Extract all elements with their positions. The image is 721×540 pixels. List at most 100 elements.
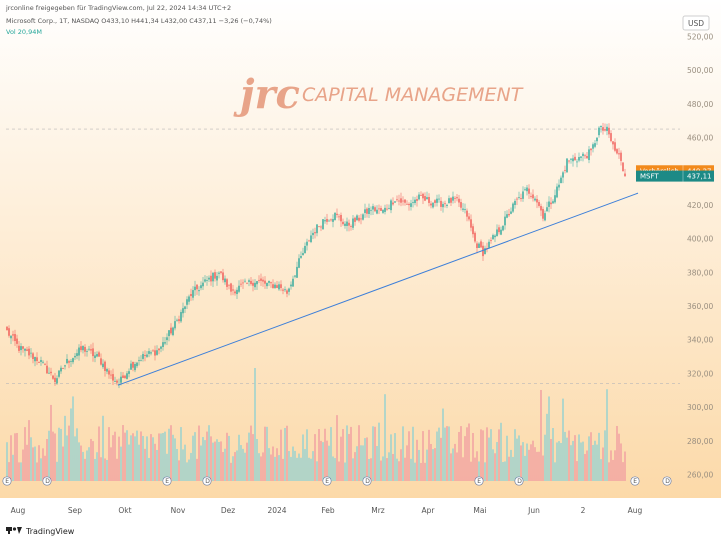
- candle-body: [376, 209, 378, 214]
- candle-body: [564, 170, 566, 171]
- candle-body: [122, 375, 124, 378]
- volume-bar: [624, 451, 626, 481]
- volume-bar: [226, 432, 228, 481]
- candle-body: [532, 194, 534, 199]
- volume-bar: [562, 398, 564, 481]
- candle-body: [94, 355, 96, 358]
- y-tick-label: 520,00: [687, 32, 713, 41]
- volume-bar: [260, 456, 262, 481]
- candle-body: [224, 278, 226, 283]
- chart-background: [0, 0, 721, 500]
- event-marker[interactable]: E: [630, 476, 640, 486]
- volume-bar: [230, 462, 232, 481]
- candle-body: [56, 378, 58, 384]
- candle-body: [202, 282, 204, 287]
- event-marker[interactable]: E: [474, 476, 484, 486]
- event-marker[interactable]: D: [362, 476, 372, 486]
- candle-body: [570, 158, 572, 160]
- volume-bar: [20, 462, 22, 481]
- candle-body: [328, 220, 330, 222]
- candle-body: [476, 243, 478, 249]
- candle-body: [162, 342, 164, 348]
- volume-bar: [410, 458, 412, 481]
- volume-bar: [148, 457, 150, 481]
- candle-body: [286, 290, 288, 294]
- volume-bar: [290, 456, 292, 481]
- candle-body: [62, 368, 64, 369]
- volume-bar: [332, 456, 334, 481]
- volume-bar: [98, 426, 100, 481]
- symbol-ohlc[interactable]: Microsoft Corp., 1T, NASDAQ O433,10 H441…: [6, 17, 272, 25]
- volume-bar: [442, 408, 444, 481]
- candle-body: [612, 141, 614, 145]
- candle-body: [574, 156, 576, 161]
- candle-body: [176, 319, 178, 321]
- volume-bar: [68, 425, 70, 481]
- volume-bar: [340, 436, 342, 481]
- volume-bar: [102, 415, 104, 481]
- volume-bar: [380, 460, 382, 481]
- candle-body: [578, 157, 580, 161]
- volume-bar: [576, 461, 578, 481]
- candle-body: [36, 357, 38, 362]
- time-axis[interactable]: Aug Sep Okt Nov Dez 2024 Feb Mrz Apr Mai Jun 2 Aug: [11, 506, 643, 515]
- event-marker[interactable]: D: [514, 476, 524, 486]
- volume-bar: [198, 425, 200, 481]
- candle-body: [172, 327, 174, 336]
- candle-body: [310, 235, 312, 243]
- volume-bar: [484, 462, 486, 481]
- price-tags: Vorbörslich440,27MSFT437,11: [636, 165, 714, 182]
- candle-body: [614, 142, 616, 151]
- event-marker[interactable]: E: [162, 476, 172, 486]
- event-marker[interactable]: E: [2, 476, 12, 486]
- candle-body: [214, 272, 216, 279]
- event-marker[interactable]: D: [202, 476, 212, 486]
- candle-body: [234, 291, 236, 294]
- volume-bar: [36, 462, 38, 481]
- candle-body: [548, 201, 550, 207]
- volume-bar: [488, 437, 490, 481]
- volume-bar: [376, 446, 378, 481]
- volume-bar: [268, 448, 270, 481]
- logo-mark: jrc: [233, 71, 300, 118]
- volume-bar: [186, 462, 188, 481]
- currency-button[interactable]: USD: [682, 15, 710, 31]
- candle-body: [174, 321, 176, 329]
- trendline[interactable]: [117, 192, 639, 386]
- candle-body: [484, 248, 486, 255]
- candle-body: [294, 275, 296, 277]
- x-tick-label: Feb: [321, 506, 335, 515]
- volume-bar: [590, 432, 592, 481]
- volume-bar: [316, 461, 318, 481]
- volume-bar: [250, 425, 252, 481]
- event-marker[interactable]: D: [662, 476, 672, 486]
- candle-body: [462, 208, 464, 210]
- volume-bar: [128, 444, 130, 481]
- x-tick-label: Nov: [171, 506, 186, 515]
- candle-body: [390, 200, 392, 211]
- volume-bar: [50, 404, 52, 481]
- event-marker[interactable]: E: [322, 476, 332, 486]
- candle-body: [528, 188, 530, 194]
- volume-bar: [416, 439, 418, 481]
- volume-bar: [538, 451, 540, 481]
- volume-bar: [462, 457, 464, 481]
- dashed-levels: [6, 128, 680, 384]
- volume-bar: [274, 456, 276, 481]
- volume-bar: [282, 458, 284, 481]
- candle-body: [558, 184, 560, 188]
- candle-body: [372, 206, 374, 210]
- candle-body: [588, 149, 590, 161]
- volume-bar: [544, 434, 546, 481]
- volume-bar: [448, 426, 450, 481]
- volume-bar: [480, 429, 482, 481]
- volume-bar: [204, 440, 206, 481]
- candle-body: [344, 223, 346, 226]
- candle-body: [258, 279, 260, 281]
- volume-bar: [474, 457, 476, 481]
- volume-bar: [598, 432, 600, 481]
- candle-body: [128, 371, 130, 374]
- volume-bar: [54, 433, 56, 481]
- event-marker[interactable]: D: [42, 476, 52, 486]
